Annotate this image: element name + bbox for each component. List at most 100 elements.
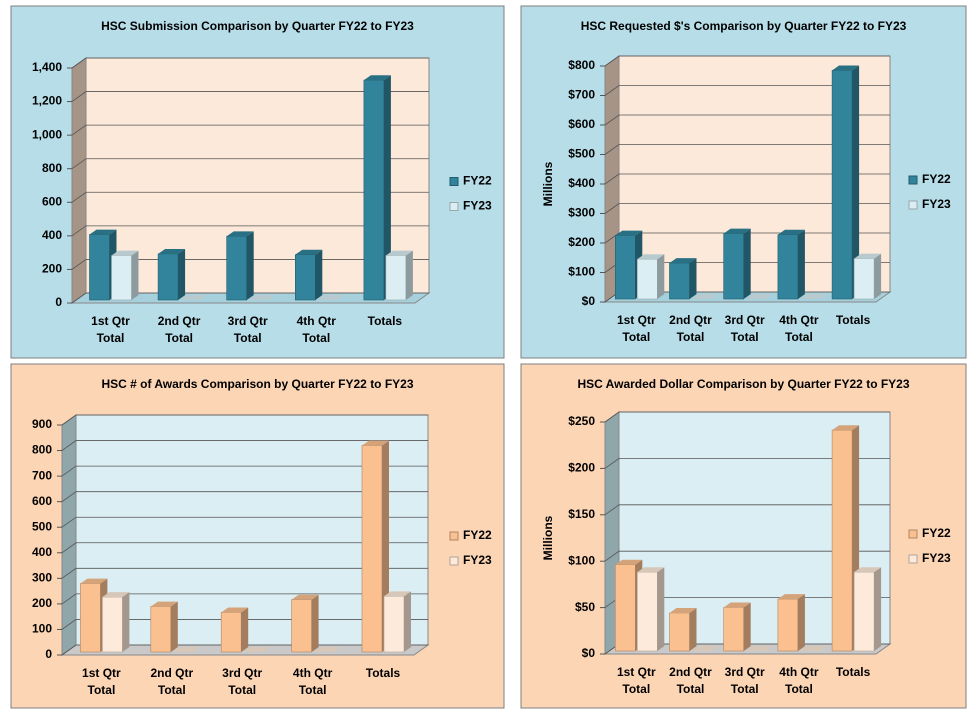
grid-line: [61, 516, 428, 528]
grid-line: [71, 225, 429, 237]
y-tick-label: $200: [568, 461, 595, 475]
bar-side: [743, 228, 751, 299]
grid-line: [71, 57, 429, 69]
x-tick-label: 3rd Qtr Total: [222, 666, 263, 697]
bar: [291, 594, 319, 653]
bar-side: [874, 567, 882, 651]
x-tick-label: 2nd Qtr Total: [669, 665, 712, 696]
bar: [248, 295, 276, 300]
grid-line: [604, 457, 890, 469]
y-tick-label: 700: [32, 468, 52, 482]
bar-front: [723, 233, 745, 300]
bar-front: [831, 70, 853, 300]
y-axis-label: Millions: [541, 161, 555, 206]
bar-top: [248, 295, 276, 300]
bar-front: [102, 596, 123, 653]
x-tick-label: 3rd Qtr Total: [724, 313, 765, 344]
bar-front: [89, 234, 110, 301]
bar-front: [777, 598, 799, 652]
bar-side: [383, 75, 391, 300]
legend-label: FY23: [922, 551, 951, 565]
bar-front: [723, 607, 745, 652]
bar-top: [691, 646, 719, 651]
bar-top: [777, 594, 805, 600]
legend-label: FY22: [922, 172, 951, 186]
grid-line: [61, 491, 428, 502]
bar-top: [854, 253, 882, 259]
bar-top: [243, 647, 271, 652]
chart-title: HSC Requested $'s Comparison by Quarter …: [581, 19, 907, 33]
bar: [853, 567, 882, 652]
x-tick-label: 4th Qtr Total: [296, 314, 336, 345]
y-tick-label: 600: [32, 494, 52, 508]
bar: [220, 607, 249, 653]
grid-line: [61, 567, 428, 579]
bar: [294, 249, 323, 301]
grid-line: [71, 124, 429, 136]
bar-top: [854, 567, 882, 573]
y-tick-label: 400: [42, 228, 62, 242]
bar: [313, 647, 341, 652]
y-tick-label: $300: [568, 206, 595, 220]
bar-top: [691, 294, 719, 299]
bar-front: [111, 255, 132, 301]
bar-front: [383, 595, 405, 653]
bar: [799, 294, 827, 299]
x-tick-label: 4th Qtr Total: [292, 666, 333, 697]
x-tick-label: 1st Qtr Total: [82, 666, 121, 697]
bar: [691, 646, 719, 651]
x-tick-label: 2nd Qtr Total: [150, 666, 194, 697]
legend-label: FY23: [463, 553, 492, 567]
bar-front: [80, 583, 101, 653]
y-tick-label: 200: [32, 596, 52, 610]
bar-front: [614, 235, 636, 300]
x-tick-label: 1st Qtr Total: [616, 665, 656, 696]
legend-swatch: [908, 200, 918, 210]
bar-top: [745, 646, 773, 651]
grid-line: [604, 411, 890, 423]
legend-swatch: [908, 554, 918, 564]
grid-line: [71, 191, 429, 203]
bar-top: [745, 294, 773, 299]
bar-front: [853, 571, 875, 652]
y-tick-label: $0: [582, 294, 596, 308]
bar-front: [669, 262, 690, 300]
y-tick-label: $800: [568, 58, 595, 72]
bar-top: [89, 229, 117, 235]
bar-front: [363, 79, 385, 301]
grid-line: [604, 114, 890, 126]
grid-line: [604, 55, 890, 67]
y-tick-label: 800: [32, 443, 52, 457]
bar: [385, 250, 413, 301]
bar-top: [226, 231, 254, 237]
bar: [102, 592, 130, 653]
bar-side: [797, 229, 805, 299]
bar: [745, 646, 773, 651]
legend-label: FY23: [463, 199, 492, 213]
bar-front: [150, 606, 172, 653]
grid-line: [604, 144, 890, 155]
bar-front: [831, 429, 853, 652]
bar-top: [723, 228, 751, 234]
bar: [669, 258, 697, 300]
grid-line: [604, 550, 890, 562]
bar-top: [317, 295, 345, 300]
bar: [180, 295, 208, 300]
bar-side: [405, 250, 413, 300]
y-tick-label: $150: [568, 507, 595, 521]
legend-swatch: [449, 531, 459, 541]
side-wall: [61, 414, 77, 656]
bar-front: [636, 258, 658, 300]
bar: [172, 647, 200, 652]
bar-side: [797, 594, 805, 651]
y-tick-label: 800: [42, 161, 62, 175]
grid-line: [604, 173, 890, 185]
bar-top: [832, 65, 860, 71]
x-tick-label: Totals: [365, 666, 401, 680]
bar-front: [220, 612, 242, 653]
legend-label: FY22: [463, 528, 492, 542]
bar-front: [157, 253, 179, 301]
grid-line: [604, 85, 890, 96]
